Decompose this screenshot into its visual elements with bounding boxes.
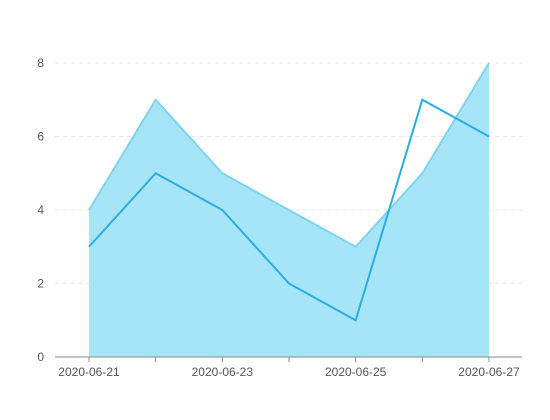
y-tick-label: 4: [37, 203, 44, 217]
x-tick-label: 2020-06-21: [58, 365, 120, 379]
y-tick-label: 6: [37, 130, 44, 144]
x-tick-label: 2020-06-23: [192, 365, 254, 379]
x-tick-label: 2020-06-25: [325, 365, 387, 379]
line-series-group: [88, 98, 490, 322]
x-axis: 2020-06-21 2020-06-23 2020-06-25 2020-06-27: [55, 356, 522, 379]
y-tick-label: 2: [37, 277, 44, 291]
area-series-group: [88, 62, 490, 357]
line-series: [88, 98, 490, 322]
y-axis: 0 2 4 6 8: [37, 56, 44, 364]
x-tick-label: 2020-06-27: [458, 365, 520, 379]
y-tick-label: 8: [37, 56, 44, 70]
y-tick-label: 0: [37, 350, 44, 364]
area-series-outline: [88, 62, 490, 249]
